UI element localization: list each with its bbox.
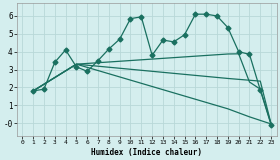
X-axis label: Humidex (Indice chaleur): Humidex (Indice chaleur) xyxy=(91,148,202,156)
